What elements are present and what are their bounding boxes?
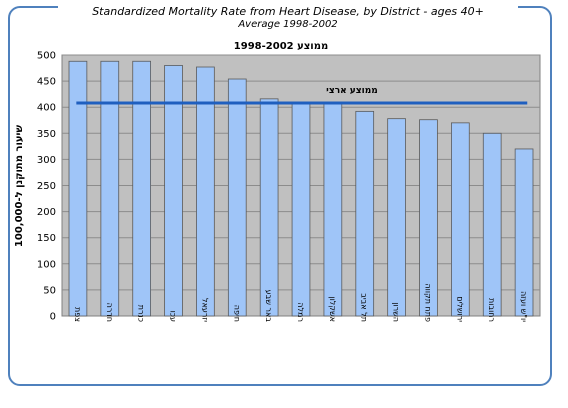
chart-title: Standardized Mortality Rate from Heart D… [92, 5, 484, 18]
y-tick-label: 350 [37, 129, 56, 140]
category-label: צפת [73, 307, 82, 322]
y-tick-label: 300 [37, 155, 56, 166]
bar [227, 78, 247, 317]
y-axis-title: שיעור מתוקנן ל-100,000 [14, 124, 25, 247]
bars [68, 60, 534, 317]
category-label: עכו [169, 311, 178, 322]
category-label: השרון [392, 302, 401, 322]
category-label: חדרה [105, 303, 114, 322]
bar [387, 118, 406, 317]
y-tick-label: 200 [37, 207, 56, 218]
category-label: רמלה [296, 302, 305, 322]
bar [355, 110, 375, 317]
chart-title-box: Standardized Mortality Rate from Heart D… [58, 1, 518, 37]
bar [132, 60, 151, 317]
x-axis-categories: צפת חדרה כנרת עכו יזרעאל חיפה באר שבע רמלה אשקלו… [73, 283, 528, 322]
category-label: חיפה [232, 305, 241, 322]
bar [451, 122, 470, 317]
category-label: תל אביב [360, 293, 369, 322]
bar [196, 66, 215, 317]
bar [482, 132, 502, 317]
bar [259, 98, 279, 317]
chart-hebrew-title: ממוצע 1998-2002 [234, 41, 328, 52]
bar [68, 60, 88, 317]
bar [291, 101, 311, 317]
y-tick-label: 250 [37, 181, 56, 192]
y-tick-label: 450 [37, 77, 56, 88]
category-label: פתח תקווה [423, 283, 432, 322]
reference-line-label: ממוצע ארצי [326, 86, 378, 96]
category-label: רחובות [487, 298, 496, 322]
national-average-line: ממוצע ארצי [76, 86, 528, 105]
category-label: באר שבע [264, 290, 273, 323]
bar [514, 148, 534, 317]
y-tick-label: 400 [37, 103, 56, 114]
y-tick-label: 50 [43, 285, 56, 296]
category-label: אשקלון [328, 296, 337, 322]
y-axis-ticks: 0 50 100 150 200 250 300 350 400 450 500 [37, 51, 56, 323]
bar [323, 103, 343, 317]
category-label: יו"ש ועזה [519, 291, 528, 322]
y-tick-label: 150 [37, 233, 56, 244]
category-label: כנרת [137, 305, 146, 322]
bar [164, 65, 183, 317]
y-tick-label: 0 [50, 312, 56, 323]
category-label: יזרעאל [200, 298, 209, 322]
y-tick-label: 100 [37, 259, 56, 270]
bar [419, 119, 438, 317]
bar [100, 60, 120, 317]
chart-subtitle: Average 1998-2002 [238, 19, 338, 30]
category-label: ירושלים [455, 296, 464, 322]
y-tick-label: 500 [37, 51, 56, 62]
